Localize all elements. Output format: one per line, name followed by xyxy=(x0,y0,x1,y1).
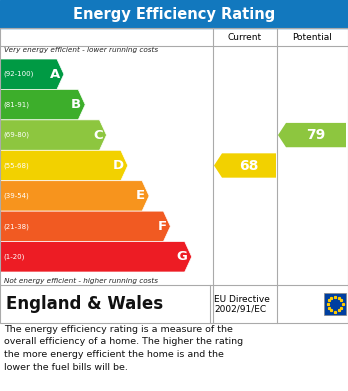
Text: (21-38): (21-38) xyxy=(3,223,29,230)
Polygon shape xyxy=(0,181,149,211)
Text: (1-20): (1-20) xyxy=(3,253,24,260)
Text: (81-91): (81-91) xyxy=(3,101,29,108)
Text: Very energy efficient - lower running costs: Very energy efficient - lower running co… xyxy=(4,47,158,53)
Text: F: F xyxy=(157,220,166,233)
Bar xyxy=(0,28,348,323)
Text: Current: Current xyxy=(228,32,262,41)
Text: Energy Efficiency Rating: Energy Efficiency Rating xyxy=(73,7,275,22)
Text: (69-80): (69-80) xyxy=(3,132,29,138)
Text: The energy efficiency rating is a measure of the
overall efficiency of a home. T: The energy efficiency rating is a measur… xyxy=(4,325,243,371)
Polygon shape xyxy=(0,90,85,120)
Text: (55-68): (55-68) xyxy=(3,162,29,169)
Text: E: E xyxy=(136,189,145,203)
Polygon shape xyxy=(0,120,106,150)
Polygon shape xyxy=(214,153,276,178)
Text: (39-54): (39-54) xyxy=(3,193,29,199)
Text: 68: 68 xyxy=(239,158,259,172)
Text: (92-100): (92-100) xyxy=(3,71,33,77)
Text: C: C xyxy=(93,129,103,142)
Text: D: D xyxy=(113,159,124,172)
Text: England & Wales: England & Wales xyxy=(6,295,163,313)
Polygon shape xyxy=(0,242,192,272)
Bar xyxy=(324,293,346,315)
Polygon shape xyxy=(0,150,128,181)
Bar xyxy=(0,0,348,28)
Text: EU Directive: EU Directive xyxy=(214,294,270,303)
Text: 2002/91/EC: 2002/91/EC xyxy=(214,305,266,314)
Text: 79: 79 xyxy=(306,128,326,142)
Polygon shape xyxy=(0,59,64,90)
Text: G: G xyxy=(177,250,188,263)
Polygon shape xyxy=(278,123,346,147)
Polygon shape xyxy=(0,211,171,242)
Text: Potential: Potential xyxy=(293,32,332,41)
Text: Not energy efficient - higher running costs: Not energy efficient - higher running co… xyxy=(4,278,158,284)
Text: B: B xyxy=(71,98,81,111)
Text: A: A xyxy=(50,68,60,81)
